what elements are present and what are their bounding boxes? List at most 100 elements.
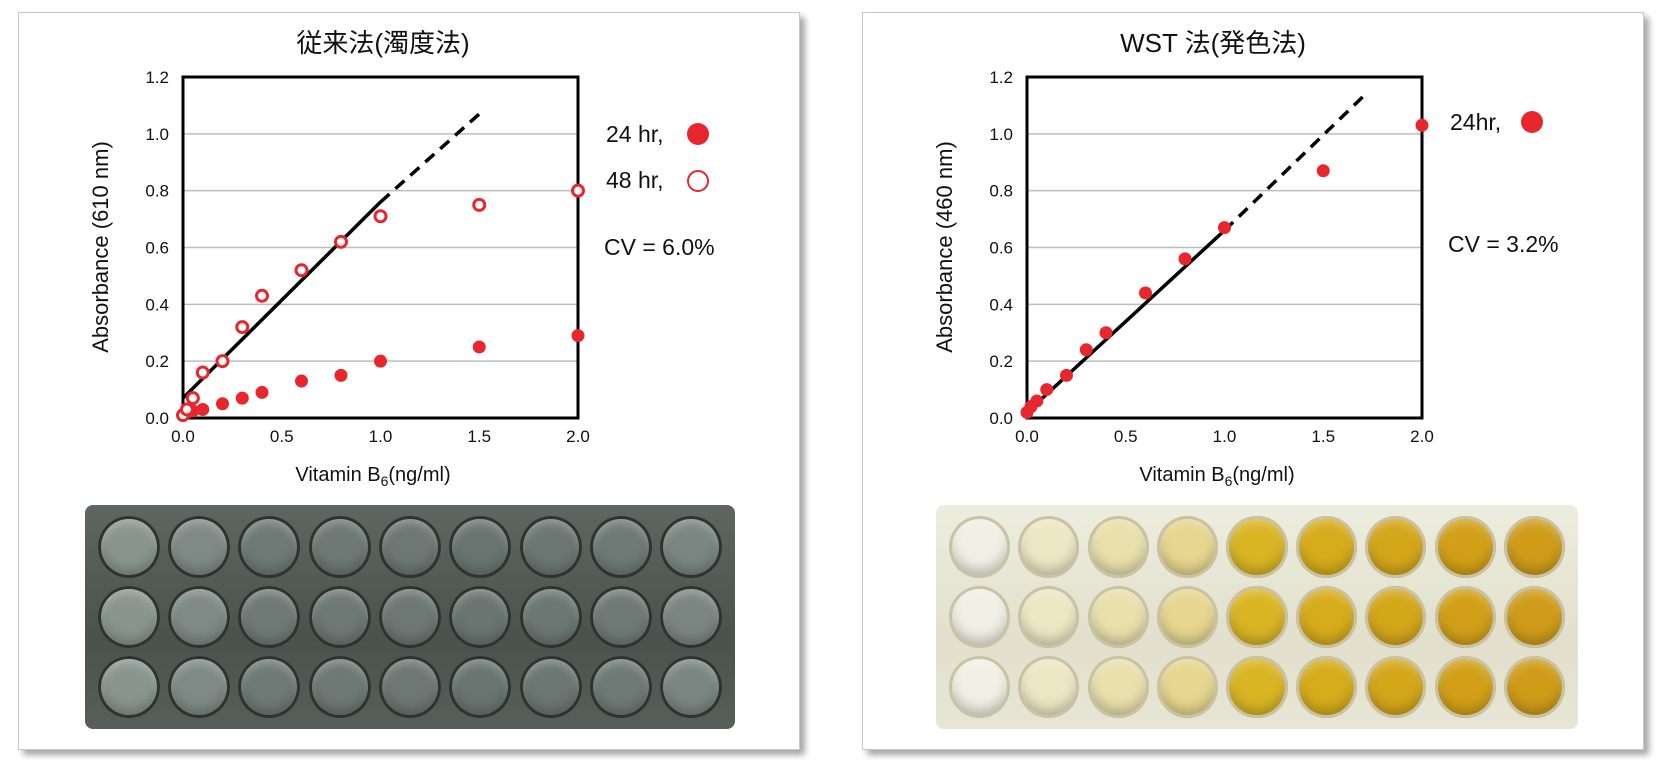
data-point-open [472,197,487,212]
plate-well [1432,513,1498,581]
plate-well [587,513,654,581]
data-point-filled [216,397,229,411]
data-point-open [373,209,388,224]
plate-well [1085,653,1151,721]
data-point-filled [235,391,249,405]
data-point-open [179,402,194,417]
plate-well [1015,583,1081,651]
x-tick-label: 1.5 [1311,427,1335,446]
right-y-ticks: 0.0 0.2 0.4 0.6 0.8 1.0 1.2 [989,68,1013,428]
plate-well [1363,583,1429,651]
plate-well [1432,583,1498,651]
y-tick-label: 0.0 [989,409,1013,428]
data-point-filled [1079,343,1093,357]
left-chart: 従来法(濁度法) 0.0 0.2 0.4 0.6 0.8 1.0 1.2 0.0 0.5 1.0… [88,28,715,489]
fit-line-dashed [1223,95,1364,232]
plate-well [1085,513,1151,581]
plate-well [1085,583,1151,651]
right-data-points [1020,118,1429,419]
plate-well [517,513,584,581]
plate-well [1432,653,1498,721]
data-point-filled [196,402,210,416]
plate-well [1154,583,1220,651]
data-point-filled [1040,383,1054,397]
data-point-filled [334,368,348,382]
plate-well [306,653,373,721]
plate-well [517,653,584,721]
plate-well [1154,653,1220,721]
right-microplate-photo [936,505,1578,729]
data-point-filled [1030,394,1044,408]
plate-well [236,653,303,721]
left-legend-48hr-marker [687,170,709,192]
x-tick-label: 1.0 [369,427,393,446]
right-legend-24hr-marker [1521,111,1543,133]
fit-line-dashed [379,112,481,204]
plate-well [447,513,514,581]
data-point-open [334,234,348,249]
plate-well [587,653,654,721]
y-tick-label: 0.8 [145,182,169,201]
data-point-open [185,391,200,406]
x-tick-label: 2.0 [1410,427,1434,446]
plate-well [95,653,162,721]
right-cv-annotation: CV = 3.2% [1448,231,1559,257]
data-point-filled [472,340,486,354]
right-y-axis-label: Absorbance (460 nm) [932,141,957,353]
data-point-open [235,320,250,335]
plate-well [447,583,514,651]
left-cv-annotation: CV = 6.0% [604,234,715,260]
plate-well [165,653,232,721]
y-tick-label: 0.6 [145,239,169,258]
left-x-ticks: 0.0 0.5 1.0 1.5 2.0 [171,427,590,446]
x-tick-label: 0.0 [1015,427,1039,446]
left-legend-24hr: 24 hr, [606,121,664,147]
y-tick-label: 1.0 [989,125,1013,144]
left-x-label-unit: (ng/ml) [388,464,450,486]
data-point-open [215,354,230,369]
fit-line-solid [181,200,382,400]
plate-well [236,583,303,651]
data-point-open [294,263,309,278]
data-point-filled [571,329,585,343]
plate-well [517,583,584,651]
y-tick-label: 0.4 [145,295,169,314]
plate-well [1293,583,1359,651]
plate-well [1015,653,1081,721]
plate-well [1224,583,1290,651]
plate-well [306,513,373,581]
right-x-label-subscript: 6 [1225,473,1233,489]
left-plot-frame [181,75,580,420]
data-point-filled [374,354,387,368]
plate-well [658,513,725,581]
right-chart: WST 法(発色法) 0.0 0.2 0.4 0.6 0.8 1.0 1.2 0.0 0.5 1… [932,28,1559,489]
data-point-open [571,183,585,198]
data-point-filled [1415,118,1429,132]
plate-well [236,513,303,581]
plate-well [1502,513,1568,581]
plate-well [1502,653,1568,721]
left-data-points [176,183,585,423]
x-tick-label: 0.0 [171,427,195,446]
x-tick-label: 2.0 [566,427,590,446]
left-x-label-main: Vitamin B [295,464,380,486]
plate-well [165,513,232,581]
y-tick-label: 0.2 [145,352,169,371]
data-point-filled [1099,326,1113,340]
data-point-open [255,288,269,303]
right-x-label-main: Vitamin B [1139,464,1224,486]
right-gridlines [1027,133,1422,362]
plate-well [447,653,514,721]
plate-well [376,653,443,721]
y-tick-label: 0.0 [145,409,169,428]
x-tick-label: 1.0 [1213,427,1237,446]
plate-well [376,513,443,581]
plate-well [376,583,443,651]
y-tick-label: 0.8 [989,182,1013,201]
left-microplate-photo [85,505,735,729]
plate-well [658,653,725,721]
plate-well [95,513,162,581]
left-chart-title: 従来法(濁度法) [296,28,469,58]
data-point-filled [1316,164,1330,178]
plate-well [1363,513,1429,581]
